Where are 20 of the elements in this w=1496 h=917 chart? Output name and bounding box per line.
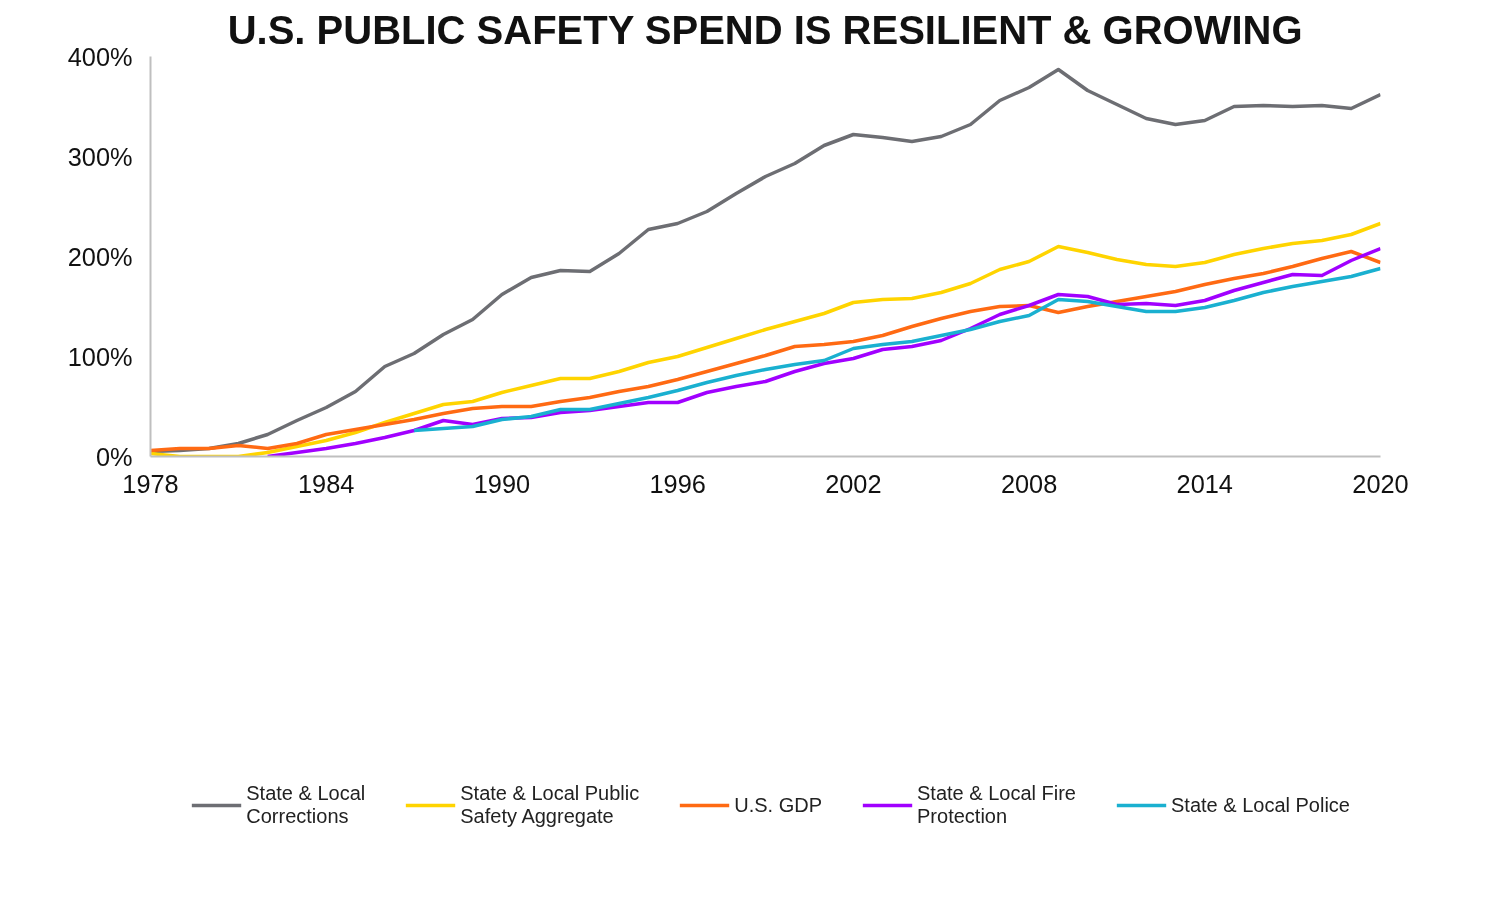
x-tick-label: 1978 xyxy=(122,469,179,498)
chart-title: U.S. PUBLIC SAFETY SPEND IS RESILIENT & GROWING xyxy=(227,7,1303,52)
legend-label: State & Local Public Safety Aggregate xyxy=(460,782,640,828)
y-tick-label: 0% xyxy=(95,442,133,471)
legend-label: State & Local Police xyxy=(1171,793,1350,817)
x-tick-label: 2014 xyxy=(1176,469,1233,498)
y-tick-label: 100% xyxy=(67,342,133,371)
legend-label: State & Local Corrections xyxy=(246,782,366,828)
legend-label: State & Local Fire Protection xyxy=(917,782,1076,828)
y-tick-label: 400% xyxy=(67,42,133,71)
x-tick-label: 2008 xyxy=(1000,469,1058,498)
x-tick-label: 2020 xyxy=(1352,469,1409,498)
x-tick-label: 1996 xyxy=(649,469,706,498)
y-tick-label: 300% xyxy=(67,142,133,171)
x-tick-label: 1990 xyxy=(473,469,531,498)
line-series xyxy=(412,266,1381,433)
legend-label: U.S. GDP xyxy=(734,793,823,817)
x-tick-label: 1984 xyxy=(298,469,355,498)
y-tick-label: 200% xyxy=(67,242,133,271)
x-tick-label: 2002 xyxy=(825,469,882,498)
